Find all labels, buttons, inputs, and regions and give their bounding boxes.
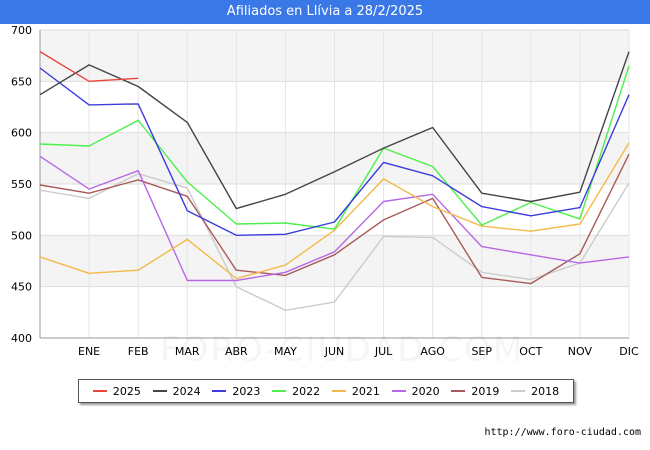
x-tick-label: NOV (568, 345, 593, 358)
x-tick-label: OCT (519, 345, 542, 358)
legend-item-2019: 2019 (451, 385, 499, 398)
legend-item-2024: 2024 (152, 384, 201, 398)
x-tick-label: ENE (78, 345, 100, 358)
legend-swatch (92, 390, 107, 392)
legend-swatch (212, 390, 227, 392)
series-line-2024 (39, 51, 630, 210)
x-tick-label: MAY (274, 345, 297, 358)
legend-swatch (391, 390, 406, 392)
series-line-2018 (39, 172, 630, 311)
chart-title: Afiliados en Llívia a 28/2/2025 (0, 0, 650, 24)
series-line-2019 (39, 153, 630, 285)
legend-swatch (272, 390, 287, 392)
y-tick-label: 600 (11, 127, 32, 140)
y-tick-label: 650 (11, 75, 32, 88)
x-tick-label: FEB (128, 345, 149, 358)
legend-item-2020: 2020 (391, 384, 440, 398)
source-url[interactable]: http://www.foro-ciudad.com (484, 427, 641, 438)
y-tick-label: 550 (11, 178, 32, 191)
legend-swatch (451, 390, 466, 392)
y-tick-label: 700 (11, 24, 32, 37)
legend-item-2022: 2022 (272, 385, 320, 398)
y-tick-label: 400 (11, 332, 32, 345)
legend-label: 2020 (411, 384, 440, 398)
legend-label: 2019 (471, 384, 500, 398)
x-tick-label: ABR (225, 345, 248, 358)
legend-label: 2021 (351, 384, 380, 398)
series-line-2023 (39, 67, 630, 237)
legend-item-2023: 2023 (212, 385, 260, 398)
x-tick-label: DIC (619, 345, 639, 358)
series-line-2025 (39, 51, 139, 83)
legend-label: 2025 (112, 384, 141, 398)
x-tick-label: AGO (420, 345, 445, 358)
y-tick-label: 500 (11, 229, 32, 242)
x-tick-label: JUN (324, 345, 345, 358)
legend-label: 2018 (531, 384, 560, 398)
legend-swatch (152, 390, 167, 392)
x-tick-label: SEP (471, 345, 492, 358)
legend-swatch (511, 390, 526, 392)
legend-label: 2023 (232, 384, 261, 398)
series-line-2022 (39, 65, 630, 230)
x-tick-label: MAR (175, 345, 200, 358)
legend-swatch (331, 390, 346, 392)
x-tick-label: JUL (374, 345, 393, 358)
watermark: FORO-CIUDAD.COM (160, 330, 524, 370)
series-line-2021 (39, 142, 630, 280)
legend-label: 2022 (292, 384, 321, 398)
series-line-2020 (39, 155, 630, 282)
legend-label: 2024 (172, 384, 201, 398)
legend-item-2021: 2021 (331, 384, 380, 398)
legend-item-2025: 2025 (92, 384, 141, 398)
legend-item-2018: 2018 (511, 385, 559, 398)
chart-legend: 2025 2024 2023 2022 2021 2020 2019 2018 (78, 379, 574, 403)
y-tick-label: 450 (11, 281, 32, 294)
